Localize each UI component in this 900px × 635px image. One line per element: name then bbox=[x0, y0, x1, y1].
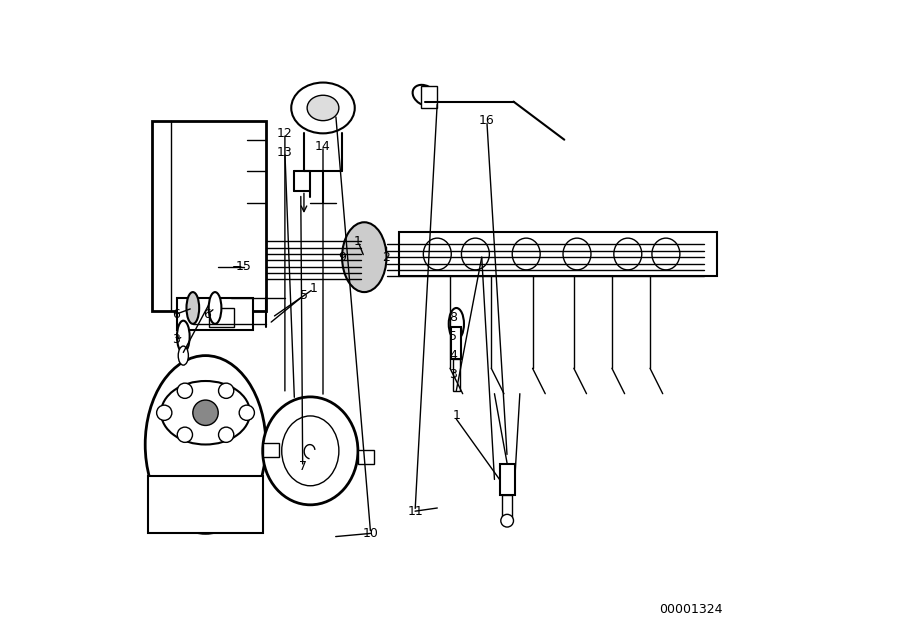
Ellipse shape bbox=[263, 397, 358, 505]
Bar bbox=[451, 327, 462, 359]
Ellipse shape bbox=[652, 238, 680, 270]
Ellipse shape bbox=[219, 383, 234, 398]
Ellipse shape bbox=[186, 292, 199, 324]
Text: 1: 1 bbox=[453, 410, 460, 422]
Bar bbox=[358, 450, 374, 464]
Ellipse shape bbox=[177, 427, 193, 443]
Text: 6: 6 bbox=[172, 308, 180, 321]
Ellipse shape bbox=[307, 95, 339, 121]
Ellipse shape bbox=[239, 405, 255, 420]
Bar bbox=[148, 476, 263, 533]
Text: 14: 14 bbox=[315, 140, 331, 152]
Text: 9: 9 bbox=[338, 251, 346, 264]
Ellipse shape bbox=[614, 238, 642, 270]
Text: 5: 5 bbox=[449, 330, 457, 343]
Ellipse shape bbox=[423, 238, 451, 270]
Bar bbox=[421, 86, 437, 108]
Text: 5: 5 bbox=[300, 289, 308, 302]
Ellipse shape bbox=[161, 381, 250, 444]
Text: 11: 11 bbox=[407, 505, 423, 518]
Ellipse shape bbox=[193, 400, 218, 425]
Text: 13: 13 bbox=[277, 146, 292, 159]
Bar bbox=[263, 443, 278, 457]
Text: 16: 16 bbox=[479, 114, 495, 127]
Bar bbox=[151, 121, 266, 311]
Text: 6: 6 bbox=[203, 308, 212, 321]
Text: 2: 2 bbox=[382, 251, 391, 264]
Text: 3: 3 bbox=[172, 333, 180, 346]
Ellipse shape bbox=[500, 514, 514, 527]
Text: 00001324: 00001324 bbox=[660, 603, 723, 616]
Text: 7: 7 bbox=[299, 460, 307, 473]
Ellipse shape bbox=[157, 405, 172, 420]
Bar bbox=[177, 298, 253, 330]
Ellipse shape bbox=[342, 222, 386, 292]
Text: 3: 3 bbox=[449, 368, 457, 381]
Bar bbox=[453, 359, 460, 391]
Ellipse shape bbox=[219, 427, 234, 443]
Ellipse shape bbox=[145, 356, 266, 533]
Ellipse shape bbox=[449, 308, 464, 340]
Bar bbox=[502, 495, 512, 521]
Text: 15: 15 bbox=[236, 260, 252, 273]
Ellipse shape bbox=[563, 238, 591, 270]
Text: 12: 12 bbox=[277, 127, 292, 140]
Text: 8: 8 bbox=[449, 311, 457, 324]
Ellipse shape bbox=[209, 292, 221, 324]
Ellipse shape bbox=[292, 83, 355, 133]
Ellipse shape bbox=[462, 238, 490, 270]
Ellipse shape bbox=[178, 346, 188, 365]
Ellipse shape bbox=[177, 383, 193, 398]
Text: 1: 1 bbox=[310, 283, 318, 295]
Bar bbox=[500, 464, 515, 495]
Ellipse shape bbox=[512, 238, 540, 270]
Bar bbox=[400, 232, 716, 276]
Text: 10: 10 bbox=[363, 527, 379, 540]
Text: 1: 1 bbox=[354, 235, 362, 248]
Ellipse shape bbox=[282, 416, 339, 486]
Text: 4: 4 bbox=[449, 349, 457, 362]
Ellipse shape bbox=[412, 85, 436, 105]
Bar bbox=[209, 308, 234, 327]
Ellipse shape bbox=[177, 321, 190, 352]
